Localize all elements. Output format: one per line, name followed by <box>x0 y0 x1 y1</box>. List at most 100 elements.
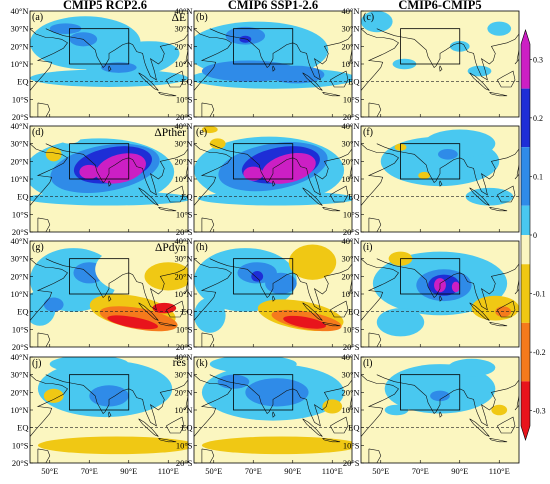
map-panel-b <box>194 11 352 117</box>
lat-tick-label: 10°N <box>174 405 192 415</box>
lat-tick-label: EQ <box>17 192 28 202</box>
lat-tick-label: 20°N <box>174 41 192 51</box>
lat-tick-label: 40°N <box>341 6 359 16</box>
lon-tick-label: 90°E <box>451 466 468 476</box>
lat-tick-label: 20°S <box>176 458 193 468</box>
lat-tick-label: 20°N <box>341 387 359 397</box>
lat-tick-label: 30°N <box>174 139 192 149</box>
row-variable-label: ΔPdyn <box>155 242 186 254</box>
lat-tick-label: EQ <box>348 423 359 433</box>
lat-tick-label: 30°N <box>341 24 359 34</box>
lon-tick-label: 70°E <box>81 466 98 476</box>
lat-tick-label: 20°S <box>12 458 29 468</box>
lat-tick-label: 10°S <box>12 324 29 334</box>
lat-tick-label: EQ <box>348 307 359 317</box>
map-panel-f <box>361 126 519 232</box>
lat-tick-label: 10°N <box>10 59 28 69</box>
colorbar-band <box>521 30 530 89</box>
lat-tick-label: 10°N <box>174 174 192 184</box>
map-panel-c <box>361 11 519 117</box>
lon-tick-label: 90°E <box>284 466 301 476</box>
map-panel-l <box>361 357 519 463</box>
lat-tick-label: 20°N <box>174 156 192 166</box>
lat-tick-label: 40°N <box>10 236 28 246</box>
panel-label: (e) <box>196 127 207 138</box>
lat-tick-label: 40°N <box>10 6 28 16</box>
lat-tick-label: 20°S <box>176 227 193 237</box>
lat-tick-label: 10°N <box>10 174 28 184</box>
lon-tick-label: 110°E <box>158 466 179 476</box>
panel-label: (i) <box>363 242 372 253</box>
lat-tick-label: 20°N <box>341 271 359 281</box>
lat-tick-label: EQ <box>181 192 192 202</box>
lat-tick-label: 30°N <box>10 24 28 34</box>
colorbar-tick-label: -0.3 <box>533 407 546 416</box>
lat-tick-label: 20°N <box>10 387 28 397</box>
lon-tick-label: 90°E <box>120 466 137 476</box>
map-panel-i <box>361 241 519 347</box>
lat-tick-label: 20°N <box>174 387 192 397</box>
lat-tick-label: 10°S <box>343 209 360 219</box>
column-title: CMIP5 RCP2.6 <box>63 0 147 12</box>
map-panel-h <box>194 241 352 347</box>
map-panel-g <box>30 241 188 347</box>
lat-tick-label: 20°S <box>176 112 193 122</box>
map-panel-k <box>194 357 352 463</box>
row-variable-label: ΔPther <box>154 127 186 139</box>
map-panel-a <box>30 11 188 117</box>
lat-tick-label: 10°S <box>343 440 360 450</box>
lat-tick-label: 10°S <box>12 209 29 219</box>
lat-tick-label: 20°S <box>12 112 29 122</box>
lon-tick-label: 70°E <box>412 466 429 476</box>
lat-tick-label: 30°N <box>341 254 359 264</box>
colorbar-tick-label: -0.2 <box>533 348 546 357</box>
lat-tick-label: EQ <box>181 423 192 433</box>
lat-tick-label: 10°N <box>10 405 28 415</box>
lat-tick-label: 30°N <box>174 370 192 380</box>
lat-tick-label: 20°N <box>341 41 359 51</box>
lat-tick-label: EQ <box>348 192 359 202</box>
lat-tick-label: 30°N <box>341 370 359 380</box>
panel-label: (d) <box>32 127 44 138</box>
lat-tick-label: 10°S <box>343 94 360 104</box>
lat-tick-label: 40°N <box>174 352 192 362</box>
colorbar-band <box>521 322 530 382</box>
map-panel-e <box>194 126 352 232</box>
panel-label: (j) <box>32 358 41 369</box>
panel-label: (a) <box>32 12 43 23</box>
lat-tick-label: 20°S <box>12 227 29 237</box>
lat-tick-label: 20°S <box>343 112 360 122</box>
lat-tick-label: 10°N <box>10 289 28 299</box>
lat-tick-label: EQ <box>181 307 192 317</box>
lat-tick-label: 20°S <box>12 342 29 352</box>
lat-tick-label: EQ <box>17 77 28 87</box>
lat-tick-label: 30°N <box>10 254 28 264</box>
colorbar-tick-label: 0 <box>533 231 537 240</box>
lat-tick-label: 10°S <box>176 440 193 450</box>
lat-tick-label: 10°N <box>341 405 359 415</box>
lat-tick-label: 20°S <box>343 342 360 352</box>
lat-tick-label: 20°N <box>10 271 28 281</box>
lat-tick-label: 10°S <box>176 324 193 334</box>
lat-tick-label: EQ <box>17 307 28 317</box>
panel-label: (f) <box>363 127 373 138</box>
lat-tick-label: 40°N <box>174 6 192 16</box>
row-variable-label: res <box>173 357 187 369</box>
lat-tick-label: 30°N <box>10 139 28 149</box>
panel-label: (b) <box>196 12 208 23</box>
lat-tick-label: 20°N <box>341 156 359 166</box>
lat-tick-label: 10°N <box>341 174 359 184</box>
lat-tick-label: 40°N <box>174 236 192 246</box>
colorbar-tick-label: 0.3 <box>533 55 543 64</box>
lat-tick-label: 10°N <box>174 59 192 69</box>
lat-tick-label: 10°S <box>12 94 29 104</box>
panel-label: (l) <box>363 358 372 369</box>
lon-tick-label: 110°E <box>322 466 343 476</box>
colorbar-tick-label: 0.1 <box>533 172 543 181</box>
lat-tick-label: 20°S <box>343 458 360 468</box>
lat-tick-label: 30°N <box>174 24 192 34</box>
lat-tick-label: 10°S <box>176 209 193 219</box>
lon-tick-label: 110°E <box>489 466 510 476</box>
lat-tick-label: 30°N <box>174 254 192 264</box>
